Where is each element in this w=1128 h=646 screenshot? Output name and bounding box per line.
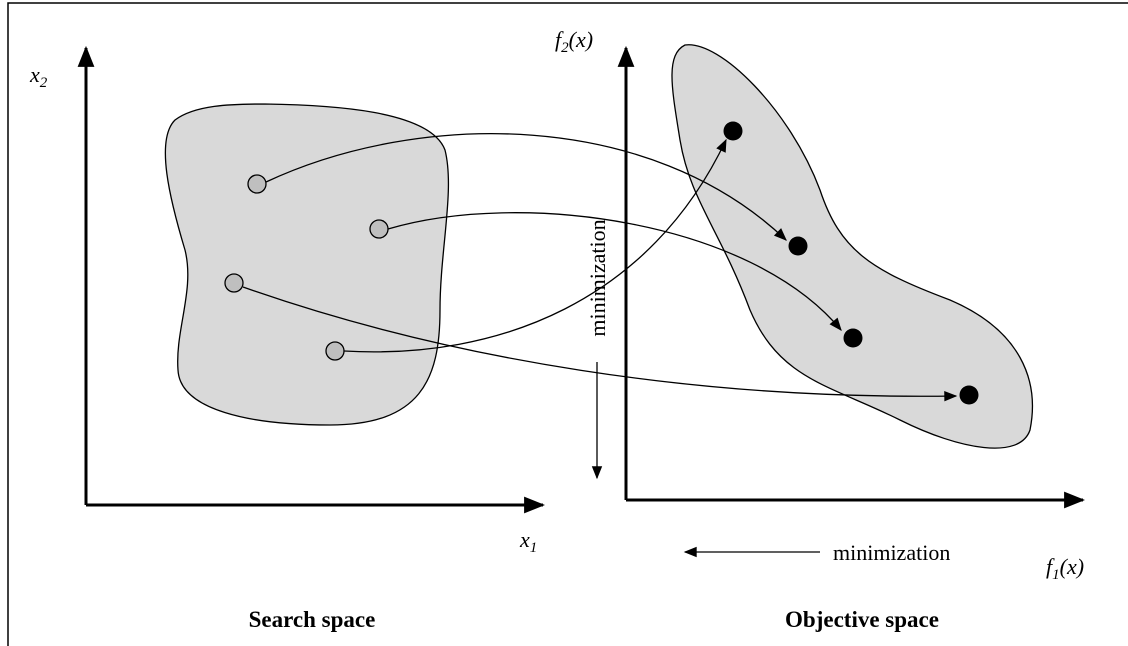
objective-points [723, 121, 979, 405]
search-region [164, 103, 450, 426]
frame [7, 2, 1128, 646]
caption: Search space [249, 607, 376, 632]
x-axis-label: f1(x) [1046, 554, 1084, 583]
x-axis-label: x1 [519, 527, 537, 556]
vertical-note: minimization [585, 219, 610, 336]
mapping-arrow [343, 138, 727, 353]
mapping-arrow [265, 133, 787, 241]
search-points [224, 174, 389, 361]
mapping-arrow [242, 286, 958, 402]
y-axis-label: x2 [29, 62, 48, 91]
mapping-arrow [387, 212, 842, 332]
caption: Objective space [785, 607, 939, 632]
objective-region [671, 44, 1034, 449]
horizontal-note: minimization [833, 540, 950, 565]
y-axis-label: f2(x) [555, 27, 593, 56]
